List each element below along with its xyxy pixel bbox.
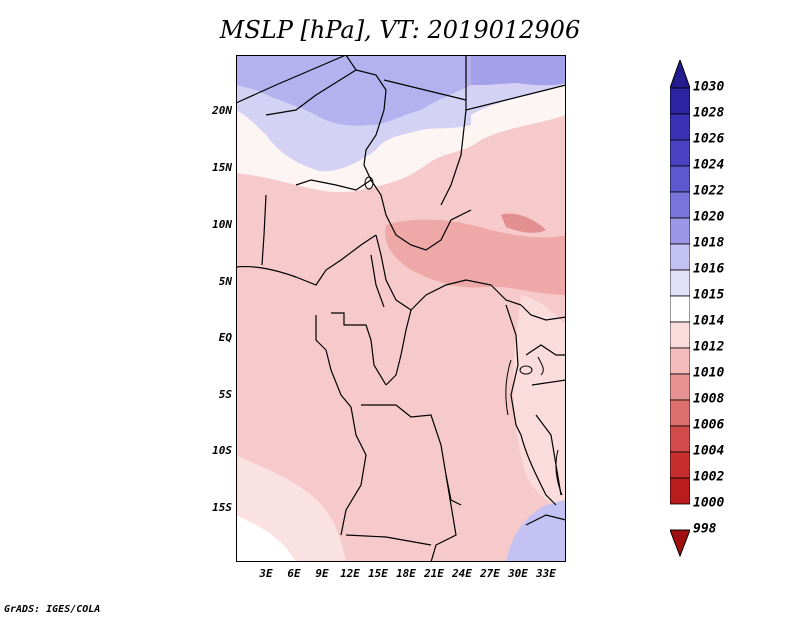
colorbar-segment [670, 113, 690, 141]
colorbar-label: 1016 [693, 261, 725, 277]
southwest-neutral-corner [236, 515, 296, 562]
colorbar-label: 1006 [693, 417, 725, 433]
lon-label-3e: 3E [259, 567, 273, 580]
colorbar-label: 1015 [693, 287, 725, 303]
lat-label-10s: 10S [212, 444, 232, 457]
lat-label-15s: 15S [212, 501, 232, 514]
colorbar [670, 60, 690, 558]
lat-label-10n: 10N [212, 218, 232, 231]
colorbar-segment [670, 87, 690, 115]
colorbar-segment [670, 295, 690, 323]
colorbar-segment [670, 321, 690, 349]
lon-label-18e: 18E [396, 567, 416, 580]
map-frame [236, 55, 566, 562]
colorbar-segment [670, 165, 690, 193]
colorbar-segment [670, 243, 690, 271]
colorbar-label: 1020 [693, 209, 725, 225]
neutral-pressure-band [236, 85, 566, 193]
lat-label-15n: 15N [212, 161, 232, 174]
high-pressure-core-north [236, 55, 471, 126]
colorbar-label: 1002 [693, 469, 725, 485]
lat-label-5n: 5N [218, 275, 232, 288]
colorbar-segment [670, 139, 690, 167]
lon-label-21e: 21E [424, 567, 444, 580]
colorbar-label: 1018 [693, 235, 725, 251]
lat-label-eq: EQ [218, 331, 232, 344]
colorbar-label: 1000 [693, 495, 725, 511]
colorbar-label: 1008 [693, 391, 725, 407]
lon-label-30e: 30E [508, 567, 528, 580]
low-pressure-core [501, 213, 546, 233]
colorbar-segment [670, 477, 690, 505]
colorbar-label: 1004 [693, 443, 725, 459]
colorbar-label: 998 [693, 521, 717, 537]
colorbar-label: 1014 [693, 313, 725, 329]
lon-label-12e: 12E [340, 567, 360, 580]
colorbar-label: 1028 [693, 105, 725, 121]
lakes [364, 176, 563, 496]
colorbar-label: 1030 [693, 79, 725, 95]
lon-label-6e: 6E [287, 567, 301, 580]
map-svg [232, 54, 567, 563]
lon-label-27e: 27E [480, 567, 500, 580]
colorbar-label: 1026 [693, 131, 725, 147]
colorbar-label: 1012 [693, 339, 725, 355]
colorbar-segment [670, 399, 690, 427]
lat-label-20n: 20N [212, 104, 232, 117]
colorbar-segment [670, 269, 690, 297]
colorbar-bottom-arrow [670, 529, 690, 558]
map-title: MSLP [hPa], VT: 2019012906 [219, 16, 581, 44]
credit-text: GrADS: IGES/COLA [4, 604, 101, 615]
lon-label-15e: 15E [368, 567, 388, 580]
lon-label-24e: 24E [452, 567, 472, 580]
colorbar-segment [670, 217, 690, 245]
east-africa-lighter-field [513, 295, 566, 510]
pressure-map [232, 54, 567, 563]
colorbar-label: 1024 [693, 157, 725, 173]
lon-label-9e: 9E [315, 567, 329, 580]
high-pressure-core-northeast [471, 55, 566, 86]
lon-label-33e: 33E [536, 567, 556, 580]
colorbar-segment [670, 191, 690, 219]
colorbar-segment [670, 347, 690, 375]
low-pressure-region [385, 219, 566, 295]
lat-label-5s: 5S [218, 388, 232, 401]
colorbar-label: 1010 [693, 365, 725, 381]
colorbar-segment [670, 425, 690, 453]
colorbar-top-arrow [670, 60, 690, 89]
colorbar-segment [670, 373, 690, 401]
country-borders [235, 54, 567, 563]
colorbar-label: 1022 [693, 183, 725, 199]
high-pressure-region-southeast [506, 500, 566, 562]
colorbar-segment [670, 451, 690, 479]
